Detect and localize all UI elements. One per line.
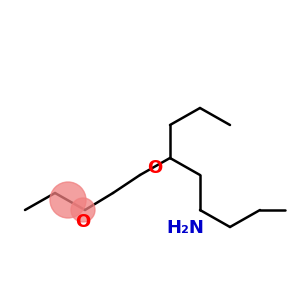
Circle shape	[50, 182, 86, 218]
Circle shape	[71, 198, 95, 222]
Text: O: O	[147, 159, 163, 177]
Text: H₂N: H₂N	[166, 219, 204, 237]
Text: O: O	[75, 213, 91, 231]
